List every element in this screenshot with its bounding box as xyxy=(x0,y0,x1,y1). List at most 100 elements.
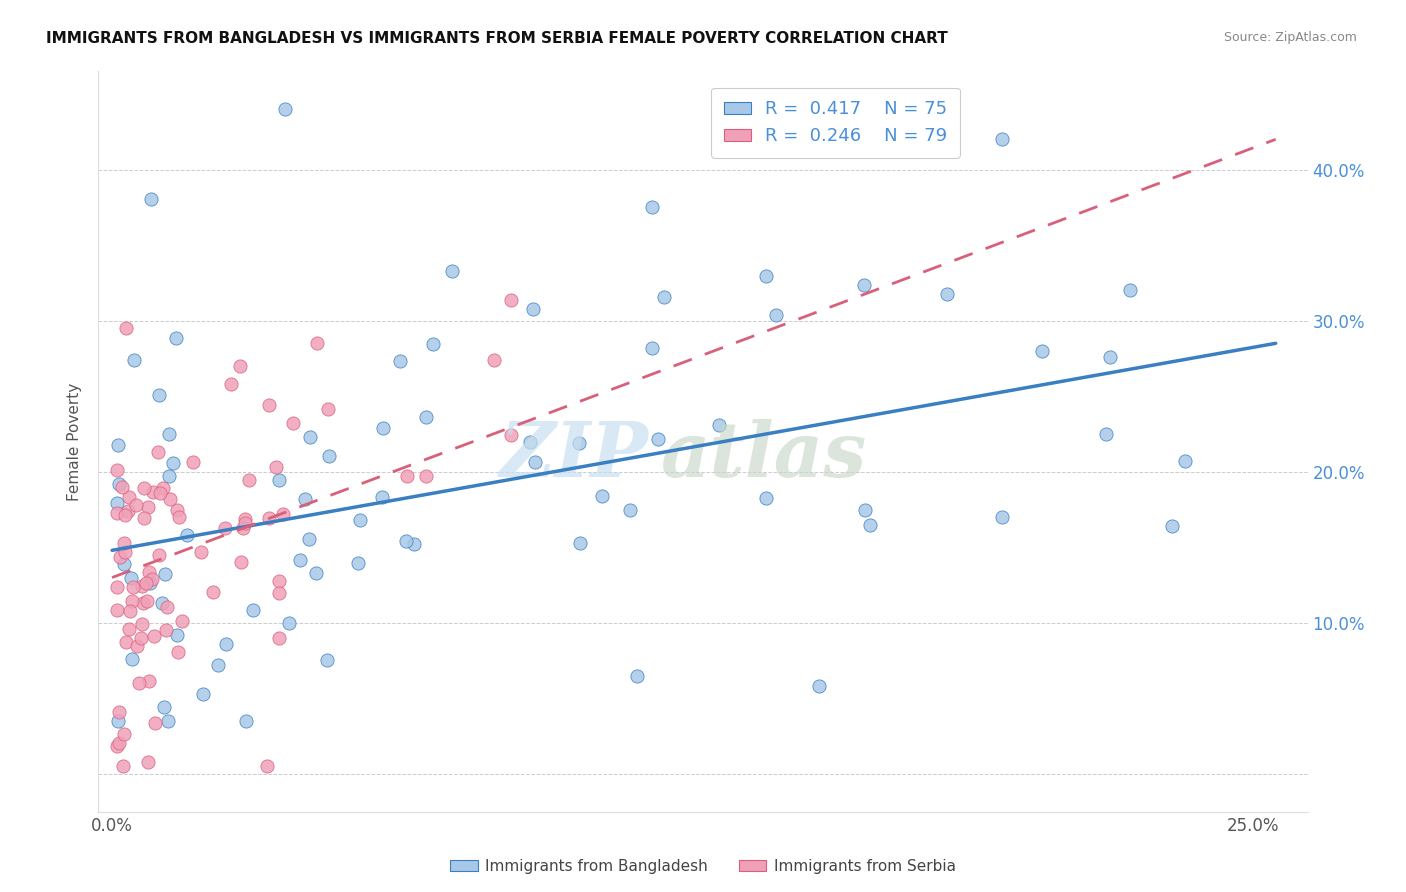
Point xyxy=(146,445,169,459)
Point xyxy=(591,489,613,503)
Point xyxy=(132,596,155,610)
Point xyxy=(257,511,280,525)
Point xyxy=(267,586,290,600)
Point xyxy=(107,438,129,452)
Point xyxy=(141,572,163,586)
Point xyxy=(131,579,153,593)
Point xyxy=(267,473,290,487)
Point xyxy=(219,377,242,392)
Point xyxy=(107,476,129,491)
Point xyxy=(298,532,321,546)
Point xyxy=(808,679,831,693)
Point xyxy=(127,639,149,653)
Point xyxy=(121,580,143,594)
Y-axis label: Female Poverty: Female Poverty xyxy=(67,383,83,500)
Point xyxy=(111,480,134,494)
Point xyxy=(318,449,340,463)
Point xyxy=(207,657,229,672)
Point xyxy=(157,468,180,483)
Point xyxy=(440,264,463,278)
Point xyxy=(755,268,778,283)
Point xyxy=(349,513,371,527)
Point xyxy=(153,700,176,714)
Point xyxy=(148,388,170,402)
Point xyxy=(117,503,139,517)
Point xyxy=(114,544,136,558)
Point xyxy=(190,545,212,559)
Point xyxy=(136,755,159,769)
Point xyxy=(259,398,281,412)
Point xyxy=(1174,454,1197,468)
Point xyxy=(853,277,876,292)
Point xyxy=(231,521,253,535)
Point xyxy=(347,556,370,570)
Point xyxy=(131,617,153,632)
Point xyxy=(859,517,882,532)
Point xyxy=(191,687,214,701)
Point xyxy=(105,496,128,510)
Legend: Immigrants from Bangladesh, Immigrants from Serbia: Immigrants from Bangladesh, Immigrants f… xyxy=(444,853,962,880)
Point xyxy=(170,615,193,629)
Point xyxy=(499,293,522,307)
Point xyxy=(501,427,523,442)
Point xyxy=(162,456,184,470)
Point xyxy=(136,593,159,607)
Point xyxy=(256,759,278,773)
Point xyxy=(269,574,291,588)
Point xyxy=(274,102,297,116)
Point xyxy=(568,536,591,550)
Point xyxy=(138,575,160,590)
Point xyxy=(238,473,260,487)
Point xyxy=(267,631,290,645)
Point xyxy=(395,469,418,483)
Point xyxy=(395,534,418,549)
Point xyxy=(105,463,128,477)
Point xyxy=(142,485,165,500)
Point xyxy=(568,436,591,450)
Point xyxy=(707,417,730,432)
Point xyxy=(271,507,294,521)
Point xyxy=(242,603,264,617)
Point xyxy=(114,508,136,522)
Point xyxy=(215,637,238,651)
Point xyxy=(105,506,128,520)
Point xyxy=(129,632,152,646)
Point xyxy=(305,566,328,581)
Point xyxy=(167,510,190,524)
Point xyxy=(318,401,340,416)
Point xyxy=(112,558,135,572)
Point xyxy=(156,714,179,728)
Point xyxy=(415,410,437,425)
Point xyxy=(229,359,252,373)
Point xyxy=(294,492,316,507)
Point xyxy=(619,503,641,517)
Point xyxy=(181,455,204,469)
Point xyxy=(114,321,136,335)
Point xyxy=(373,421,395,435)
Point xyxy=(214,521,236,535)
Point xyxy=(371,490,394,504)
Point xyxy=(278,616,301,631)
Point xyxy=(112,536,135,550)
Point xyxy=(136,500,159,514)
Text: atlas: atlas xyxy=(661,419,868,493)
Point xyxy=(138,566,160,580)
Text: IMMIGRANTS FROM BANGLADESH VS IMMIGRANTS FROM SERBIA FEMALE POVERTY CORRELATION : IMMIGRANTS FROM BANGLADESH VS IMMIGRANTS… xyxy=(46,31,948,46)
Point xyxy=(991,510,1014,524)
Point xyxy=(156,599,179,614)
Text: ZIP: ZIP xyxy=(499,419,648,493)
Point xyxy=(120,604,142,618)
Point xyxy=(134,481,156,495)
Point xyxy=(121,651,143,665)
Point xyxy=(264,460,287,475)
Point xyxy=(167,645,190,659)
Text: Source: ZipAtlas.com: Source: ZipAtlas.com xyxy=(1223,31,1357,45)
Point xyxy=(143,715,166,730)
Point xyxy=(150,596,173,610)
Point xyxy=(166,628,188,642)
Point xyxy=(415,468,437,483)
Point xyxy=(115,634,138,648)
Point xyxy=(108,705,131,719)
Point xyxy=(647,432,669,446)
Point xyxy=(118,490,141,504)
